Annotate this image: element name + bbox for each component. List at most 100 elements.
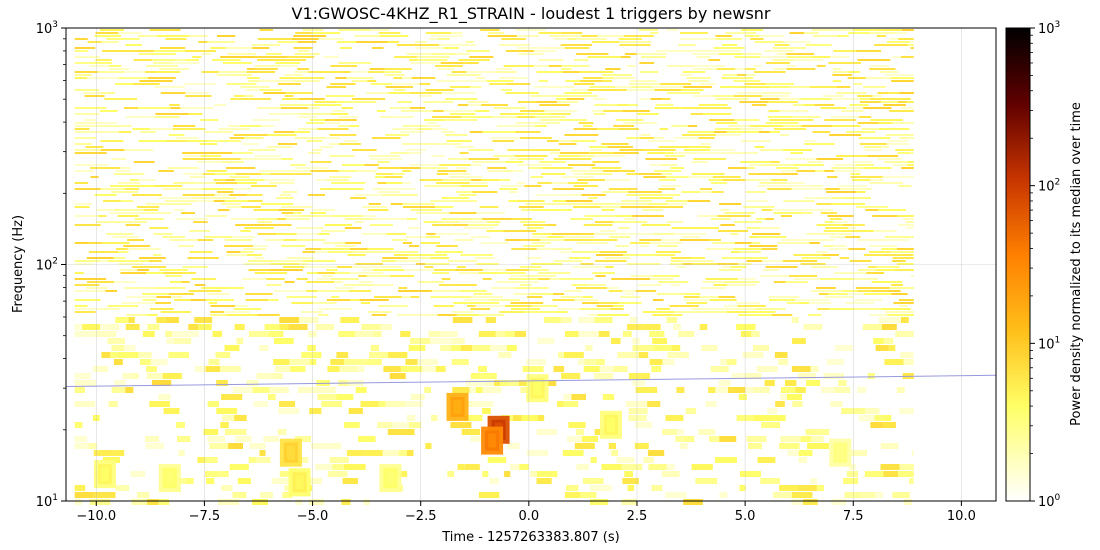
heatmap-cell — [588, 197, 598, 199]
heatmap-cell — [118, 131, 132, 133]
heatmap-cell — [95, 221, 118, 223]
heatmap-cell — [240, 230, 251, 232]
heatmap-cell — [167, 167, 199, 169]
heatmap-cell — [443, 110, 476, 112]
heatmap-cell — [721, 77, 754, 79]
heatmap-cell — [561, 176, 594, 178]
heatmap-cell — [324, 224, 353, 226]
heatmap-cell — [439, 164, 471, 166]
heatmap-cell — [896, 263, 914, 265]
heatmap-cell — [401, 110, 433, 112]
heatmap-cell — [251, 185, 277, 187]
heatmap-cell — [779, 98, 801, 100]
heatmap-cell — [816, 224, 843, 226]
heatmap-cell — [118, 32, 142, 34]
heatmap-cell — [564, 92, 592, 94]
heatmap-cell — [88, 242, 102, 244]
heatmap-cell — [331, 296, 340, 298]
heatmap-cell — [279, 194, 291, 196]
heatmap-cell — [680, 443, 688, 449]
heatmap-cell — [683, 86, 712, 88]
heatmap-cell — [745, 387, 753, 393]
heatmap-cell — [783, 41, 811, 43]
heatmap-cell — [434, 269, 456, 271]
heatmap-cell — [405, 359, 418, 365]
heatmap-cell — [521, 415, 538, 421]
heatmap-cell — [582, 296, 593, 298]
heatmap-cell — [746, 191, 766, 193]
heatmap-cell — [589, 86, 615, 88]
heatmap-cell — [538, 278, 550, 280]
heatmap-cell — [310, 212, 326, 214]
heatmap-cell — [878, 122, 893, 124]
heatmap-cell — [737, 278, 756, 280]
heatmap-cell — [642, 311, 675, 313]
heatmap-cell — [750, 38, 764, 40]
heatmap-cell — [175, 422, 185, 428]
heatmap-cell — [642, 324, 661, 330]
heatmap-cell — [774, 44, 790, 46]
heatmap-cell — [125, 224, 141, 226]
heatmap-cell — [581, 233, 594, 235]
heatmap-cell — [728, 125, 751, 127]
heatmap-cell — [89, 499, 111, 505]
heatmap-cell — [159, 269, 188, 271]
heatmap-cell — [698, 137, 715, 139]
heatmap-cell — [417, 359, 438, 365]
heatmap-cell — [524, 185, 542, 187]
heatmap-cell — [318, 233, 330, 235]
heatmap-cell — [820, 107, 847, 109]
heatmap-cell — [753, 65, 762, 67]
heatmap-cell — [895, 149, 914, 151]
heatmap-cell — [723, 308, 756, 310]
heatmap-cell — [406, 218, 417, 220]
heatmap-cell — [870, 179, 884, 181]
heatmap-cell — [470, 373, 481, 379]
heatmap-cell — [657, 293, 686, 295]
heatmap-cell — [715, 38, 742, 40]
heatmap-cell — [467, 101, 489, 103]
heatmap-cell — [653, 275, 680, 277]
heatmap-cell — [405, 236, 427, 238]
heatmap-cell — [298, 116, 317, 118]
heatmap-cell — [480, 242, 509, 244]
heatmap-cell — [243, 248, 267, 250]
heatmap-cell — [756, 218, 766, 220]
heatmap-cell — [194, 182, 216, 184]
heatmap-cell — [195, 366, 206, 372]
heatmap-cell — [347, 254, 366, 256]
heatmap-cell — [229, 176, 250, 178]
heatmap-cell — [767, 116, 793, 118]
heatmap-cell — [74, 299, 101, 301]
heatmap-cell — [299, 317, 319, 323]
heatmap-cell — [178, 450, 185, 456]
heatmap-cell — [222, 62, 252, 64]
heatmap-cell — [405, 401, 423, 407]
heatmap-cell — [149, 29, 181, 31]
heatmap-cell — [624, 53, 637, 55]
heatmap-cell — [240, 251, 254, 253]
heatmap-cell — [824, 296, 855, 298]
heatmap-cell — [88, 443, 97, 449]
heatmap-cell — [768, 110, 780, 112]
heatmap-cell — [719, 436, 737, 442]
heatmap-cell — [74, 107, 107, 109]
heatmap-cell — [419, 179, 443, 181]
heatmap-cell — [358, 275, 367, 277]
heatmap-cell — [254, 65, 280, 67]
heatmap-cell — [324, 122, 340, 124]
heatmap-cell — [665, 152, 674, 154]
heatmap-cell — [594, 221, 614, 223]
heatmap-cell — [520, 110, 545, 112]
heatmap-cell — [390, 152, 410, 154]
heatmap-cell — [761, 422, 780, 428]
heatmap-cell — [848, 248, 866, 250]
heatmap-cell — [74, 387, 85, 393]
heatmap-cell — [452, 224, 469, 226]
heatmap-cell — [670, 167, 684, 169]
heatmap-cell — [592, 161, 620, 163]
heatmap-cell — [780, 436, 801, 442]
heatmap-cell — [749, 164, 762, 166]
heatmap-cell — [159, 68, 190, 70]
heatmap-cell — [718, 296, 736, 298]
